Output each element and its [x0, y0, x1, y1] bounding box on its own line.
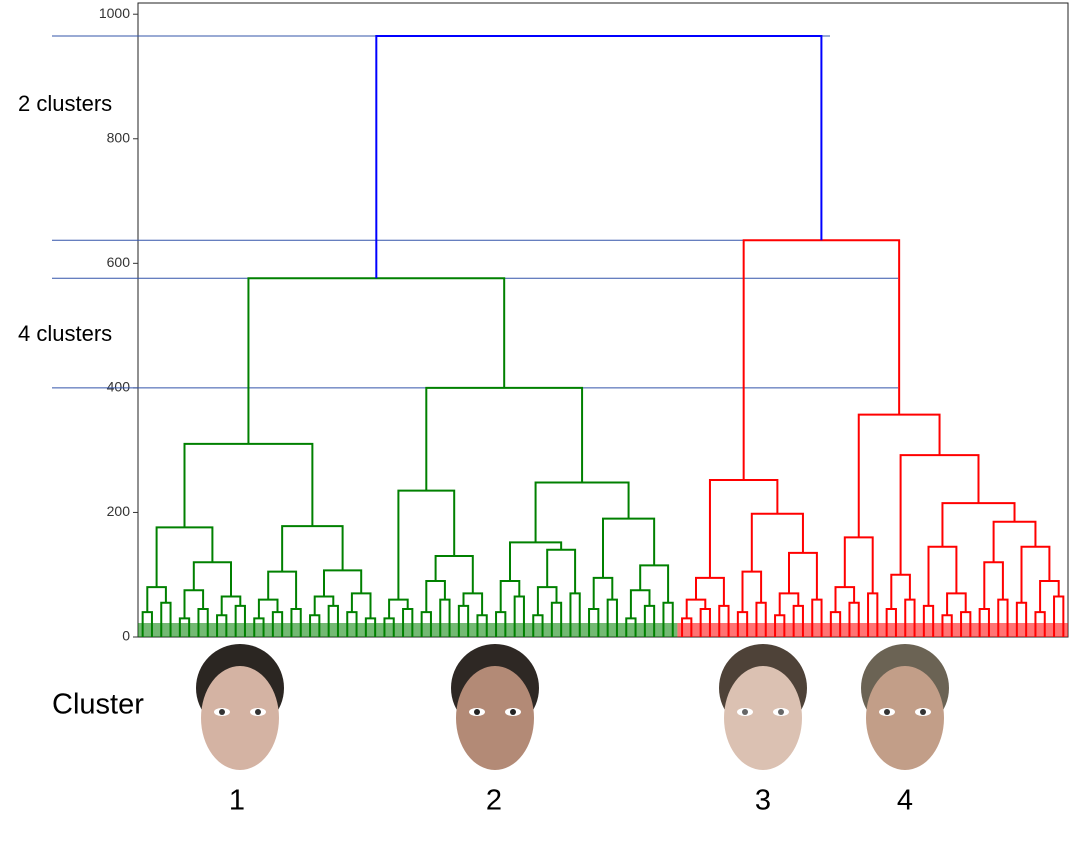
link: [750, 512, 804, 572]
link: [350, 592, 372, 619]
link: [742, 239, 901, 481]
y-tick-label: 200: [107, 503, 131, 519]
link: [904, 598, 916, 637]
link: [536, 586, 558, 616]
link: [550, 601, 563, 637]
link: [439, 598, 451, 637]
link: [183, 589, 205, 619]
link: [160, 601, 172, 637]
link: [146, 586, 167, 613]
link: [267, 570, 298, 609]
link: [425, 386, 584, 491]
link: [741, 570, 763, 613]
link: [662, 601, 674, 637]
link: [257, 598, 279, 619]
y-tick-label: 0: [122, 628, 130, 644]
link: [695, 576, 725, 606]
leaf-band: [677, 623, 1068, 637]
link: [685, 598, 707, 619]
link: [708, 479, 779, 578]
link: [192, 561, 232, 597]
link: [602, 517, 656, 578]
link: [997, 598, 1009, 637]
link: [848, 601, 860, 637]
link: [890, 573, 911, 609]
annotation: 2 clusters: [18, 91, 112, 116]
link: [434, 555, 474, 594]
link: [513, 595, 525, 637]
link: [834, 586, 856, 613]
faces: [196, 644, 949, 770]
link: [313, 595, 335, 616]
link: [792, 604, 804, 637]
link: [718, 604, 730, 637]
link: [388, 598, 409, 619]
link: [643, 604, 656, 637]
link: [509, 541, 563, 581]
link: [899, 454, 980, 575]
link: [941, 502, 1016, 547]
link: [457, 604, 470, 637]
link: [183, 442, 314, 528]
y-tick-label: 600: [107, 254, 131, 270]
link: [639, 564, 670, 603]
y-tick-label: 800: [107, 129, 131, 145]
face: [196, 644, 284, 770]
link: [462, 592, 484, 616]
link: [629, 589, 651, 619]
link: [778, 592, 800, 616]
link: [1053, 595, 1065, 637]
link: [843, 536, 874, 594]
link: [946, 592, 967, 616]
link: [327, 604, 339, 637]
link: [1015, 601, 1028, 637]
face: [451, 644, 539, 770]
link: [983, 561, 1004, 609]
leaf-band: [138, 623, 678, 637]
cluster-label: 1: [229, 785, 245, 817]
y-tick-label: 400: [107, 379, 131, 395]
link: [1039, 579, 1060, 613]
link: [592, 576, 614, 609]
link: [867, 592, 879, 637]
link: [247, 277, 506, 444]
face: [861, 644, 949, 770]
link: [375, 35, 823, 279]
link: [234, 604, 246, 637]
link: [811, 598, 823, 637]
link: [534, 481, 630, 543]
link: [992, 520, 1037, 563]
link: [922, 604, 935, 637]
cluster-label: 3: [755, 785, 771, 817]
face: [719, 644, 807, 770]
link: [927, 545, 958, 606]
y-tick-label: 1000: [99, 5, 130, 21]
link: [323, 569, 363, 597]
link: [155, 526, 214, 588]
link: [425, 579, 446, 613]
link: [569, 592, 581, 637]
link: [755, 601, 767, 637]
link: [281, 525, 344, 572]
link: [857, 413, 941, 538]
annotation: 4 clusters: [18, 321, 112, 346]
cluster-label: 2: [486, 785, 502, 817]
link: [606, 598, 618, 637]
row-label: Cluster: [52, 689, 144, 721]
link: [1020, 545, 1051, 603]
link: [499, 579, 521, 613]
link: [220, 595, 242, 616]
cluster-label: 4: [897, 785, 913, 817]
